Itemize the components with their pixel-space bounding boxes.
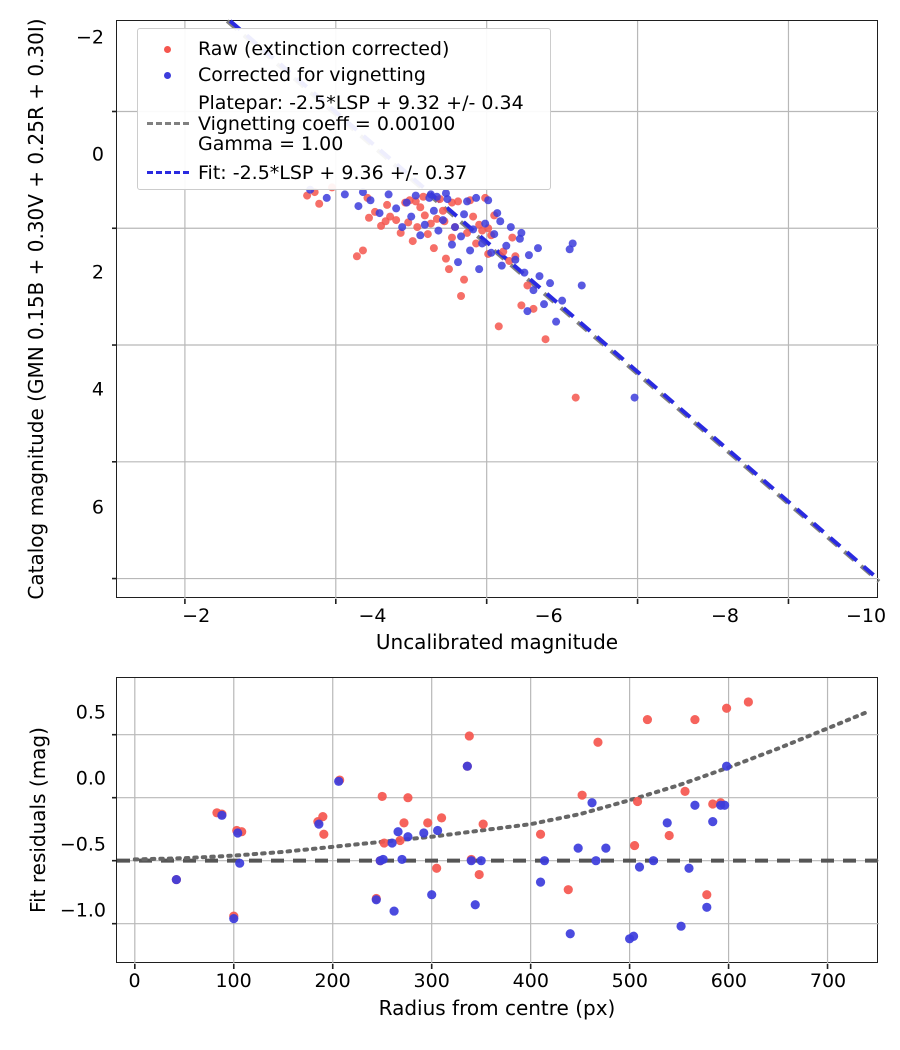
series-points-corrected-for-vignetting [171,761,732,944]
legend[interactable]: Raw (extinction corrected) Corrected for… [137,28,551,190]
bottom-xtick-4: 400 [512,970,549,992]
bottom-xtick-6: 600 [710,970,748,992]
legend-marker-raw [146,39,190,59]
series-line-vignetting-curve [132,710,870,862]
bottom-ytick-2: −0.5 [59,833,106,855]
legend-label-platepar-line3: Gamma = 1.00 [198,133,344,156]
legend-label-raw: Raw (extinction corrected) [198,37,450,60]
fit-residuals-panel: Fit residuals (mag) 0.5 0.0 −0.5 −1.0 0 … [0,660,900,1050]
top-xtick-3: −8 [710,605,740,627]
series-points-raw-extinction-corrected- [303,183,580,402]
bottom-panel-axes [112,677,879,969]
top-ytick-4: 6 [91,496,104,518]
top-ytick-3: 4 [91,378,104,401]
bottom-panel-plot-area [112,678,879,969]
top-ytick-1: 0 [91,143,104,166]
tick-marks [112,110,790,604]
legend-marker-platepar [146,114,190,134]
top-ytick-2: 2 [91,261,104,284]
legend-label-fit: Fit: -2.5*LSP + 9.36 +/- 0.37 [198,161,468,184]
bottom-xtick-1: 100 [215,970,252,992]
bottom-ytick-1: 0.0 [75,767,106,789]
top-xtick-0: −2 [182,605,211,627]
legend-marker-fit [146,163,190,183]
bottom-panel-xlabel: Radius from centre (px) [378,996,616,1020]
legend-item-fit[interactable]: Fit: -2.5*LSP + 9.36 +/- 0.37 [146,160,541,186]
legend-label-platepar-line2: Vignetting coeff = 0.00100 [198,112,456,135]
legend-marker-corrected [146,65,190,85]
series-points-raw-extinction-corrected- [171,697,753,921]
tick-marks [112,733,829,969]
bottom-ytick-0: 0.5 [75,701,106,723]
legend-label-corrected: Corrected for vignetting [198,63,426,86]
bottom-xtick-0: 0 [128,970,141,992]
bottom-ytick-3: −1.0 [59,899,106,921]
top-panel-xlabel: Uncalibrated magnitude [375,630,619,654]
bottom-xtick-7: 700 [809,970,847,992]
bottom-panel-ylabel: Fit residuals (mag) [26,727,50,913]
bottom-xtick-5: 500 [611,970,648,992]
legend-item-platepar[interactable]: Platepar: -2.5*LSP + 9.32 +/- 0.34 Vigne… [146,88,541,160]
legend-item-raw[interactable]: Raw (extinction corrected) [146,36,541,62]
bottom-xtick-3: 300 [413,970,450,992]
top-ytick-0: −2 [75,26,104,49]
top-xtick-4: −10 [845,605,887,627]
legend-label-platepar-stack: Platepar: -2.5*LSP + 9.32 +/- 0.34 Vigne… [198,93,524,155]
top-xtick-1: −4 [358,605,387,627]
series-points-corrected-for-vignetting [306,185,639,402]
legend-item-corrected[interactable]: Corrected for vignetting [146,62,541,88]
top-xtick-2: −6 [534,605,563,627]
gridlines [117,678,879,964]
top-panel-ylabel: Catalog magnitude (GMN 0.15B + 0.30V + 0… [24,18,48,600]
bottom-xtick-2: 200 [314,970,351,992]
legend-label-platepar-line1: Platepar: -2.5*LSP + 9.32 +/- 0.34 [198,92,524,115]
